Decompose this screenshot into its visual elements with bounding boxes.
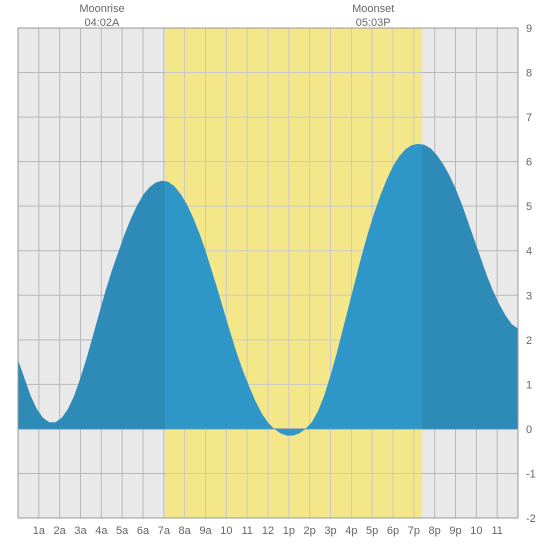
svg-text:10: 10	[220, 525, 232, 537]
svg-text:11: 11	[241, 525, 252, 537]
x-axis-labels: 1a 2a 3a 4a 5a 6a 7a 8a 9a 10 11 12 1p 2p 3p 4p 5p 6p 7p 8p…	[33, 525, 503, 537]
svg-text:12: 12	[262, 525, 274, 537]
moonrise-label: Moonrise	[62, 3, 142, 17]
night-shade	[422, 28, 518, 518]
svg-text:-1: -1	[526, 468, 536, 480]
svg-text:7: 7	[526, 112, 532, 124]
moonrise-time: 04:02A	[62, 17, 142, 31]
svg-text:4a: 4a	[95, 525, 108, 537]
svg-text:3: 3	[526, 290, 532, 302]
svg-text:7p: 7p	[408, 525, 420, 537]
night-shade	[18, 28, 165, 518]
svg-text:3p: 3p	[324, 525, 336, 537]
moonset-annotation: Moonset 05:03P	[333, 3, 413, 31]
svg-text:-2: -2	[526, 513, 536, 525]
svg-text:2: 2	[526, 335, 532, 347]
svg-text:9: 9	[526, 23, 532, 35]
svg-text:5a: 5a	[116, 525, 129, 537]
svg-text:2a: 2a	[54, 525, 67, 537]
svg-text:5: 5	[526, 201, 532, 213]
svg-text:1p: 1p	[283, 525, 295, 537]
svg-text:0: 0	[526, 424, 532, 436]
svg-text:8p: 8p	[429, 525, 441, 537]
svg-text:6p: 6p	[387, 525, 399, 537]
svg-text:2p: 2p	[304, 525, 316, 537]
svg-text:1a: 1a	[33, 525, 46, 537]
svg-text:11: 11	[491, 525, 502, 537]
svg-text:4: 4	[526, 246, 532, 258]
svg-text:6: 6	[526, 157, 532, 169]
svg-text:4p: 4p	[345, 525, 357, 537]
y-axis-labels: -2 -1 0 1 2 3 4 5 6 7 8 9	[526, 23, 536, 525]
svg-text:1: 1	[526, 379, 532, 391]
svg-text:8a: 8a	[179, 525, 192, 537]
moonset-label: Moonset	[333, 3, 413, 17]
svg-text:10: 10	[470, 525, 482, 537]
svg-text:7a: 7a	[158, 525, 171, 537]
svg-text:3a: 3a	[74, 525, 87, 537]
moonrise-annotation: Moonrise 04:02A	[62, 3, 142, 31]
tide-chart: 1a2a3a4a5a6a7a8a9a1011121p2p3p4p5p6p7p8p…	[0, 0, 550, 550]
moonset-time: 05:03P	[333, 17, 413, 31]
svg-text:9a: 9a	[199, 525, 212, 537]
svg-text:8: 8	[526, 68, 532, 80]
svg-text:9p: 9p	[449, 525, 461, 537]
svg-text:6a: 6a	[137, 525, 150, 537]
svg-text:5p: 5p	[366, 525, 378, 537]
